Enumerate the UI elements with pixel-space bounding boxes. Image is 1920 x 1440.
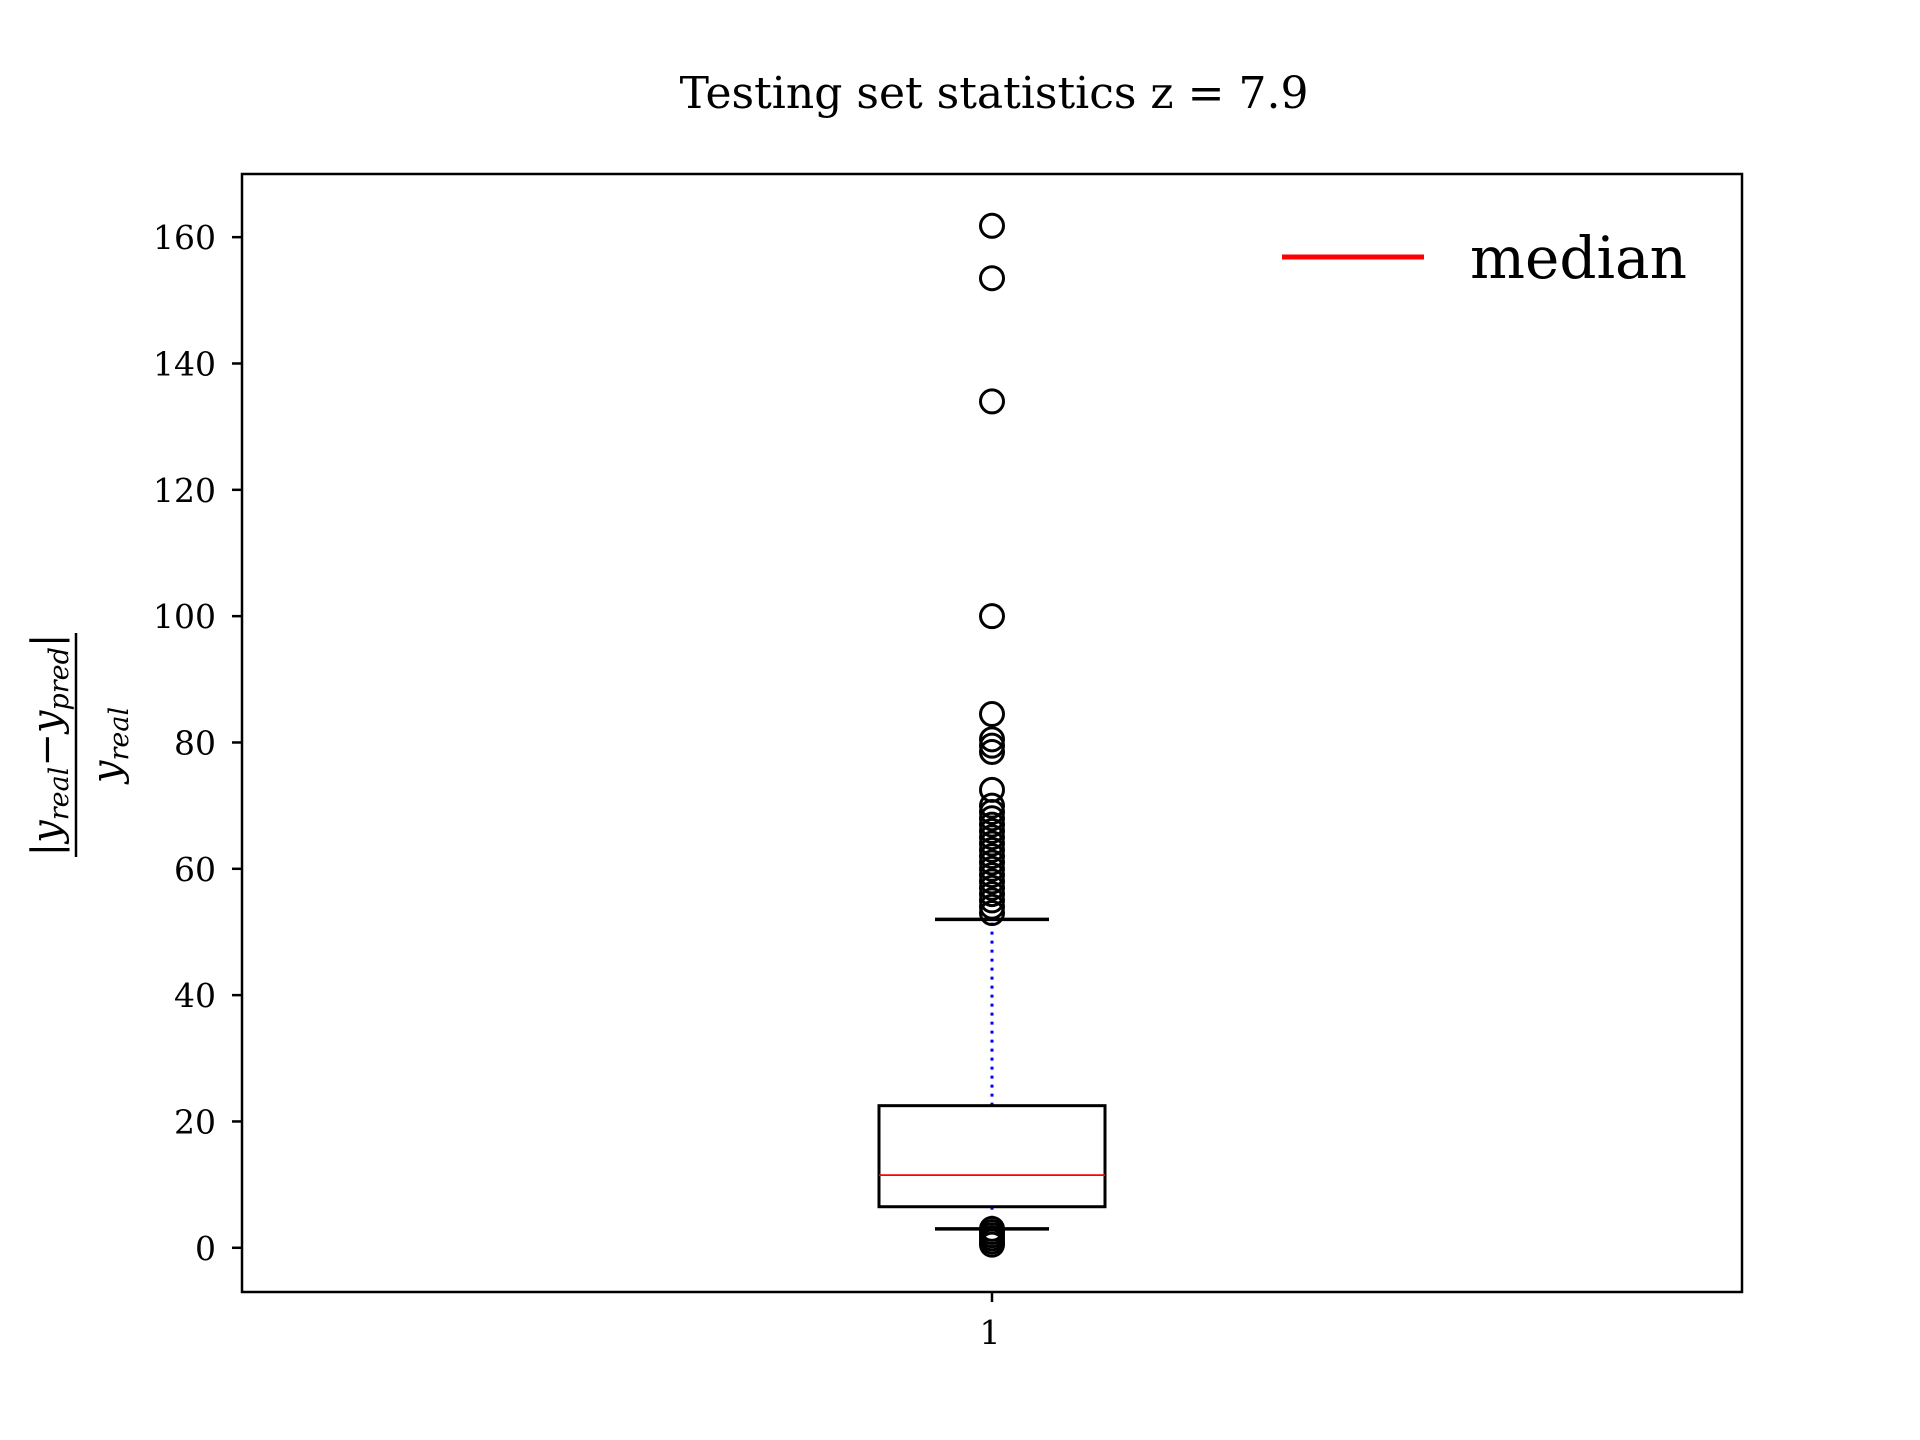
box-1 bbox=[877, 212, 1107, 1258]
outlier-point bbox=[979, 811, 1005, 838]
outlier-point bbox=[979, 874, 1005, 901]
outlier-point bbox=[979, 843, 1005, 870]
y-tick-label: 100 bbox=[153, 597, 216, 636]
outlier-point bbox=[979, 388, 1005, 415]
outlier-point bbox=[979, 824, 1005, 851]
outlier-point bbox=[979, 603, 1005, 630]
outlier-point bbox=[979, 212, 1005, 239]
outlier-point bbox=[979, 726, 1005, 753]
outlier-point bbox=[979, 887, 1005, 914]
chart-title: Testing set statistics z = 7.9 bbox=[680, 68, 1309, 119]
outlier-point bbox=[979, 855, 1005, 882]
y-tick-label: 0 bbox=[195, 1229, 216, 1268]
x-axis-ticks: 1 bbox=[980, 1292, 1001, 1352]
y-axis-label-numerator: |yreal−ypred| bbox=[24, 634, 75, 857]
outlier-point bbox=[979, 830, 1005, 857]
outlier-point bbox=[979, 265, 1005, 292]
outlier-point bbox=[979, 805, 1005, 832]
y-tick-label: 60 bbox=[174, 850, 216, 889]
y-tick-label: 120 bbox=[153, 471, 216, 510]
outlier-point bbox=[979, 849, 1005, 876]
outlier-point bbox=[979, 701, 1005, 728]
outlier-point bbox=[979, 776, 1005, 803]
outlier-point bbox=[979, 738, 1005, 765]
y-tick-label: 40 bbox=[174, 976, 216, 1015]
y-tick-label: 160 bbox=[153, 218, 216, 257]
x-tick-label: 1 bbox=[980, 1313, 1001, 1352]
legend-label-median: median bbox=[1470, 224, 1687, 292]
outlier-point bbox=[979, 792, 1005, 819]
outlier-point bbox=[979, 817, 1005, 844]
outlier-point bbox=[979, 836, 1005, 863]
iqr-box bbox=[877, 1104, 1107, 1209]
outlier-point bbox=[979, 900, 1005, 927]
outlier-point bbox=[979, 881, 1005, 908]
legend: median bbox=[1282, 224, 1687, 292]
axes-frame bbox=[240, 172, 1744, 1294]
outlier-point bbox=[979, 862, 1005, 889]
outlier-point bbox=[979, 732, 1005, 759]
outlier-point bbox=[979, 868, 1005, 895]
y-axis-ticks: 0 20 40 60 80 100 120 140 160 bbox=[153, 218, 242, 1268]
box-series bbox=[877, 212, 1107, 1258]
y-axis-label-denominator: yreal bbox=[84, 707, 135, 785]
y-tick-label: 80 bbox=[174, 723, 216, 762]
y-axis-label: |yreal−ypred| yreal bbox=[24, 633, 135, 857]
y-tick-label: 140 bbox=[153, 344, 216, 383]
y-tick-label: 20 bbox=[174, 1102, 216, 1141]
